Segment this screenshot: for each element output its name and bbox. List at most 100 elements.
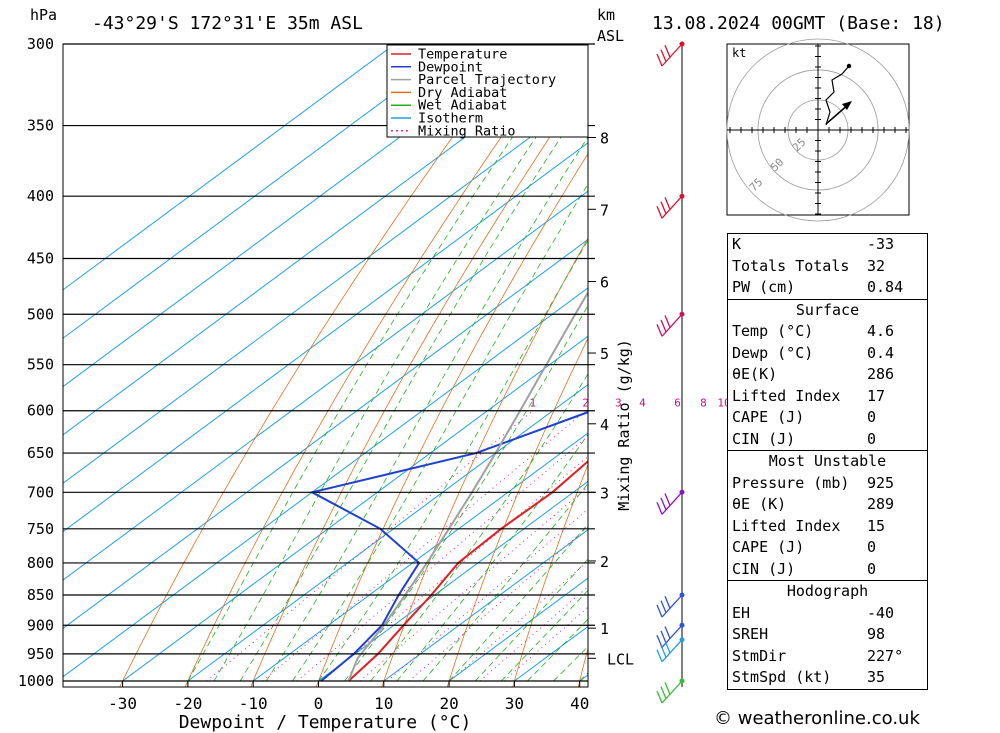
wind-barb bbox=[656, 311, 685, 337]
mixing-ratio-line bbox=[262, 410, 587, 682]
mixing-ratio-axis-label: Mixing Ratio (g/kg) bbox=[615, 339, 633, 511]
pressure-tick-label: 350 bbox=[27, 117, 54, 135]
row-value: 98 bbox=[867, 625, 886, 643]
wind-barb bbox=[656, 622, 685, 648]
isotherm-line bbox=[252, 432, 588, 682]
table-row: θE (K) 289 bbox=[728, 494, 927, 516]
km-tick-label: 2 bbox=[600, 553, 609, 571]
wind-barb bbox=[656, 193, 685, 219]
wind-barb-feather bbox=[664, 681, 671, 695]
table-row: K -33 bbox=[728, 234, 927, 256]
pressure-tick-label: 750 bbox=[27, 520, 54, 538]
pressure-tick-label: 900 bbox=[27, 616, 54, 634]
km-tick-label: 4 bbox=[600, 416, 609, 434]
table-row: CAPE (J) 0 bbox=[728, 537, 927, 559]
asl-unit: ASL bbox=[597, 27, 624, 45]
mixing-ratio-label: 3 bbox=[615, 397, 622, 410]
wet-adiabat-line bbox=[344, 304, 588, 682]
row-value: 925 bbox=[867, 473, 895, 492]
table-row: Lifted Index 15 bbox=[728, 516, 927, 538]
table-row: θE(K) 286 bbox=[728, 364, 927, 386]
wind-barb-feather bbox=[656, 649, 663, 663]
x-tick-label: -30 bbox=[108, 694, 137, 713]
table-row: Totals Totals 32 bbox=[728, 256, 927, 278]
datetime-title: 13.08.2024 00GMT (Base: 18) bbox=[652, 13, 945, 34]
hodograph-header: Hodograph bbox=[728, 580, 927, 603]
wind-barb-staff bbox=[661, 491, 683, 515]
table-row: PW (cm) 0.84 bbox=[728, 277, 927, 299]
mixing-ratio-line bbox=[503, 606, 588, 682]
pressure-tick-label: 800 bbox=[27, 554, 54, 572]
table-row: CIN (J) 0 bbox=[728, 559, 927, 581]
mixing-ratio-label: 1 bbox=[530, 397, 537, 410]
wind-barb-feather bbox=[656, 635, 663, 648]
isotherm-line bbox=[122, 335, 588, 682]
row-label: Temp (°C) bbox=[732, 322, 814, 340]
km-tick-label: 8 bbox=[600, 130, 609, 148]
legend-entry: Parcel Trajectory bbox=[418, 72, 556, 88]
wind-barb-staff bbox=[661, 594, 683, 618]
legend-entry: Dry Adiabat bbox=[418, 85, 507, 101]
row-label: PW (cm) bbox=[732, 278, 796, 296]
hodograph-endpoint bbox=[846, 63, 852, 69]
series-line-parcel-trajectory bbox=[347, 290, 588, 682]
most-unstable-header: Most Unstable bbox=[728, 450, 927, 473]
row-value: 4.6 bbox=[867, 322, 895, 340]
wind-barb-feather bbox=[656, 690, 663, 704]
hodograph-trace bbox=[825, 65, 850, 126]
row-label: θE(K) bbox=[732, 365, 778, 383]
credit-text: © weatheronline.co.uk bbox=[714, 708, 920, 729]
legend-entry: Mixing Ratio bbox=[418, 123, 516, 139]
wind-barb-feather bbox=[664, 595, 671, 609]
x-tick-label: 40 bbox=[570, 694, 589, 713]
x-tick-label: -10 bbox=[239, 694, 268, 713]
table-row: Lifted Index 17 bbox=[728, 386, 927, 408]
surface-header: Surface bbox=[728, 298, 927, 322]
wind-barb-staff bbox=[661, 680, 683, 704]
wind-barb-staff bbox=[661, 639, 683, 663]
pressure-tick-label: 950 bbox=[27, 645, 54, 663]
km-tick-label: LCL bbox=[607, 650, 634, 668]
table-row: Temp (°C) 4.6 bbox=[728, 321, 927, 343]
isotherm-line bbox=[383, 529, 588, 682]
wind-barb-feather bbox=[660, 600, 667, 613]
pressure-tick-label: 850 bbox=[27, 586, 54, 604]
wind-barb-feather bbox=[660, 319, 667, 333]
row-value: 286 bbox=[867, 365, 895, 383]
series-line-temperature bbox=[347, 460, 588, 682]
legend-box bbox=[386, 44, 589, 138]
row-value: -40 bbox=[867, 603, 895, 622]
wind-barb-feather bbox=[664, 640, 671, 654]
row-label: CIN (J) bbox=[732, 429, 796, 448]
wind-barb-feather bbox=[664, 197, 671, 210]
row-label: θE (K) bbox=[732, 495, 787, 513]
table-row: StmDir 227° bbox=[728, 646, 927, 668]
pressure-unit: hPa bbox=[30, 6, 57, 24]
hodograph-unit: kt bbox=[732, 46, 746, 60]
table-row: SREH 98 bbox=[728, 624, 927, 646]
km-tick-label: 1 bbox=[600, 620, 609, 638]
wind-barb-feather bbox=[660, 686, 667, 699]
km-tick-label: 5 bbox=[600, 345, 609, 363]
row-value: 289 bbox=[867, 495, 895, 513]
row-label: Lifted Index bbox=[732, 516, 841, 535]
mixing-ratio-label: 6 bbox=[674, 397, 681, 410]
row-value: 0 bbox=[867, 429, 877, 448]
table-row: StmSpd (kt) 35 bbox=[728, 667, 927, 689]
mixing-ratio-label: 2 bbox=[582, 397, 589, 410]
dry-adiabat-line bbox=[971, 0, 1000, 707]
row-label: CAPE (J) bbox=[732, 538, 805, 556]
pressure-tick-label: 550 bbox=[27, 356, 54, 374]
wet-adiabat-line bbox=[265, 136, 588, 682]
row-label: CIN (J) bbox=[732, 559, 796, 578]
mixing-ratio-label: 4 bbox=[639, 397, 646, 410]
row-value: 0 bbox=[867, 408, 877, 426]
wind-barb bbox=[656, 592, 685, 618]
legend-entry: Isotherm bbox=[418, 111, 483, 127]
wet-adiabat-line bbox=[187, 44, 579, 682]
row-label: Pressure (mb) bbox=[732, 473, 850, 492]
row-label: StmDir bbox=[732, 646, 787, 665]
wet-adiabat-line bbox=[239, 95, 588, 682]
wet-adiabat-line bbox=[318, 239, 588, 682]
